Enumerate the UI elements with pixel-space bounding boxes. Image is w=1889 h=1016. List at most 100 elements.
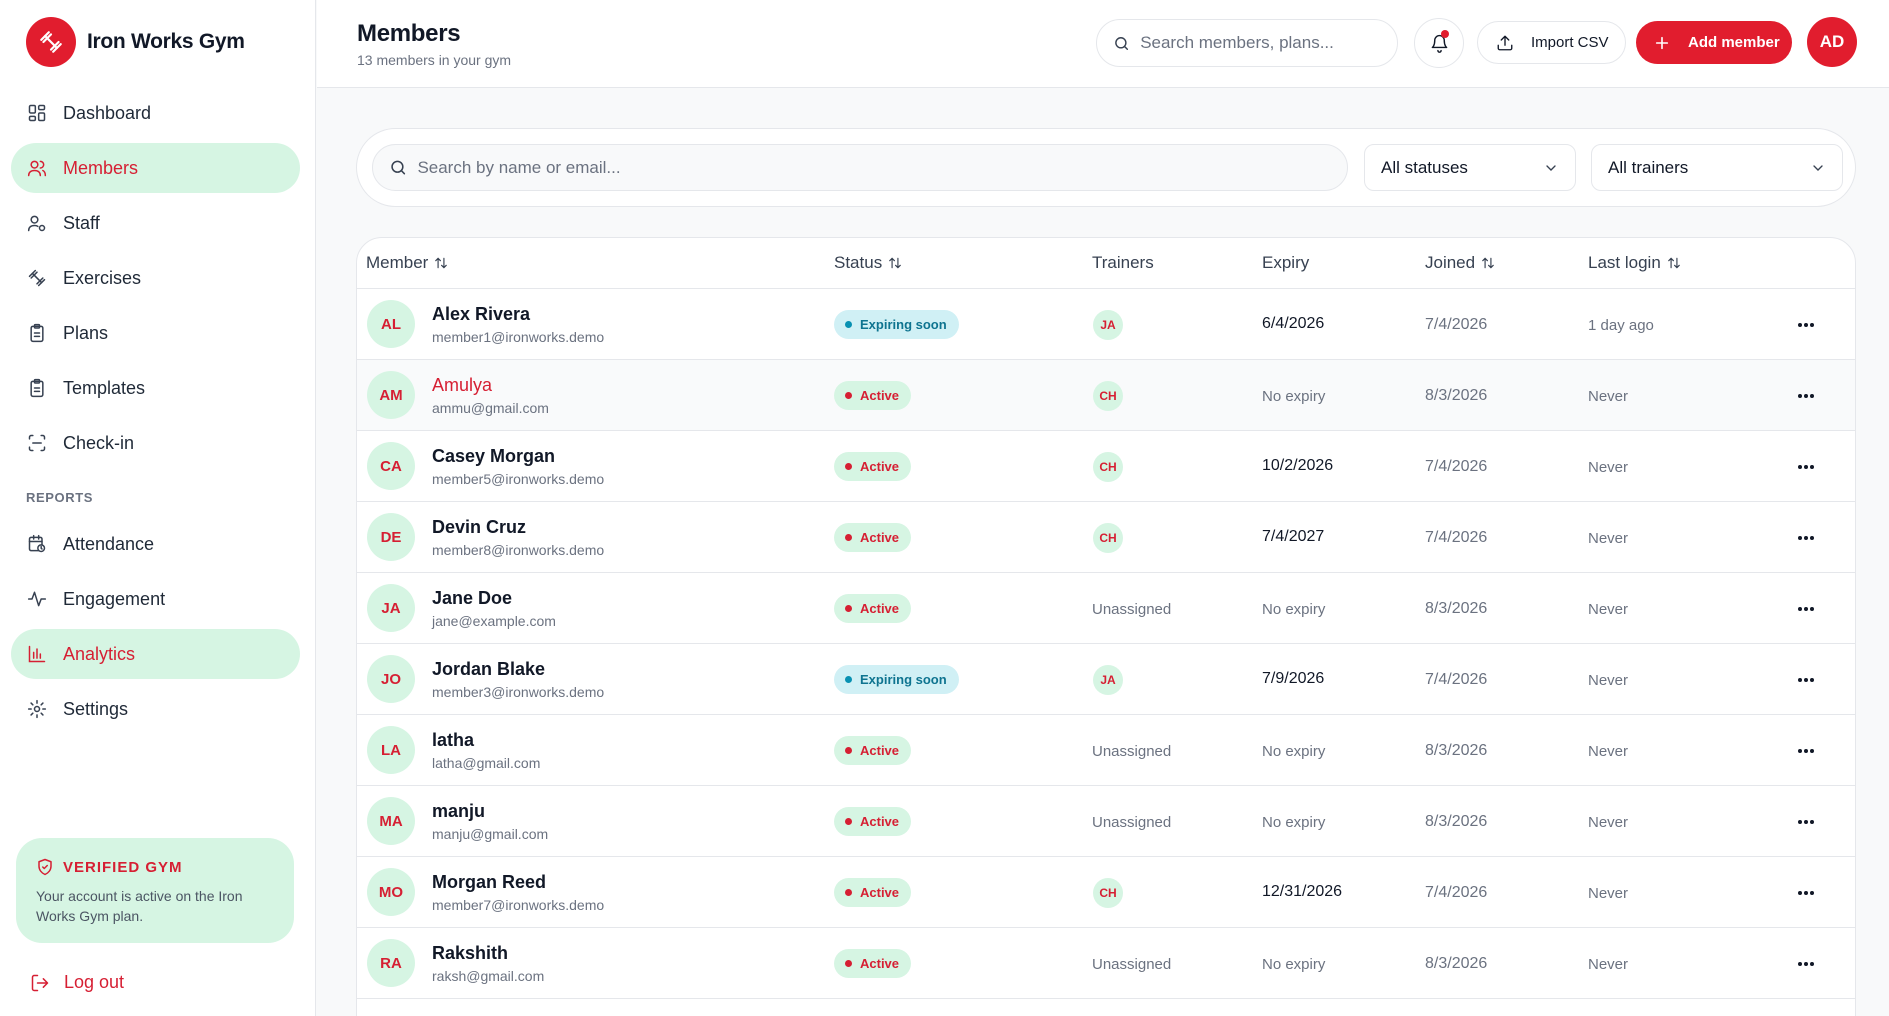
column-header-joined[interactable]: Joined — [1425, 253, 1495, 273]
trainer-avatar[interactable]: CH — [1093, 381, 1123, 411]
trainer-avatar[interactable]: JA — [1093, 310, 1123, 340]
member-search-input[interactable] — [417, 157, 1347, 178]
row-actions-button[interactable] — [1792, 382, 1820, 410]
page-title: Members — [357, 20, 461, 47]
member-name[interactable]: latha — [432, 730, 475, 750]
expiry-date: 12/31/2026 — [1262, 883, 1343, 900]
users-icon — [26, 157, 48, 179]
member-avatar: LA — [367, 726, 415, 774]
dumbbell-icon — [26, 17, 76, 67]
member-name[interactable]: Devin Cruz — [432, 517, 527, 537]
reports-section-label: REPORTS — [26, 490, 94, 505]
sidebar: Iron Works Gym Dashboard Members Staff E… — [0, 0, 316, 1016]
members-table: Member Status Trainers Expiry Joined Las… — [356, 237, 1856, 1016]
member-name[interactable]: Morgan Reed — [432, 872, 547, 892]
global-search-input[interactable] — [1140, 33, 1397, 53]
table-row[interactable]: AL Alex Rivera member1@ironworks.demo Expir… — [357, 289, 1855, 360]
table-row[interactable]: MA manju manju@gmail.com Active Unassigned No… — [357, 786, 1855, 857]
sidebar-item-label: Engagement — [63, 588, 166, 609]
status-dot — [845, 818, 852, 825]
sidebar-item-staff[interactable]: Staff — [11, 198, 300, 248]
member-name[interactable]: Casey Morgan — [432, 446, 556, 466]
trainer-filter-select[interactable]: All trainers — [1591, 144, 1843, 191]
member-name[interactable]: Rakshith — [432, 943, 509, 963]
sidebar-item-plans[interactable]: Plans — [11, 308, 300, 358]
trainer-avatar[interactable]: CH — [1093, 878, 1123, 908]
row-actions-button[interactable] — [1792, 950, 1820, 978]
row-actions-button[interactable] — [1792, 737, 1820, 765]
last-login: 1 day ago — [1588, 317, 1654, 334]
member-avatar: JO — [367, 655, 415, 703]
row-actions-button[interactable] — [1792, 524, 1820, 552]
more-options-icon — [1798, 749, 1814, 753]
status-dot — [845, 605, 852, 612]
sidebar-item-label: Check-in — [63, 432, 135, 453]
status-badge: Active — [834, 381, 912, 410]
member-name[interactable]: manju — [432, 801, 486, 821]
table-row[interactable]: MO Morgan Reed member7@ironworks.demo Activ… — [357, 857, 1855, 928]
trainer-avatar[interactable]: JA — [1093, 665, 1123, 695]
sidebar-item-label: Exercises — [63, 267, 142, 288]
table-row[interactable]: DE Devin Cruz member8@ironworks.demo Active… — [357, 502, 1855, 573]
row-actions-button[interactable] — [1792, 808, 1820, 836]
last-login: Never — [1588, 530, 1629, 547]
sidebar-item-check-in[interactable]: Check-in — [11, 418, 300, 468]
joined-date: 7/4/2026 — [1425, 671, 1488, 688]
import-csv-button[interactable]: Import CSV — [1477, 21, 1626, 64]
column-header-last-login[interactable]: Last login — [1588, 253, 1681, 273]
sidebar-item-templates[interactable]: Templates — [11, 363, 300, 413]
sidebar-item-engagement[interactable]: Engagement — [11, 574, 300, 624]
row-actions-button[interactable] — [1792, 453, 1820, 481]
more-options-icon — [1798, 678, 1814, 682]
sidebar-item-exercises[interactable]: Exercises — [11, 253, 300, 303]
scan-icon — [26, 432, 48, 454]
trainer-avatar[interactable]: CH — [1093, 452, 1123, 482]
member-name[interactable]: Jane Doe — [432, 588, 513, 608]
row-actions-button[interactable] — [1792, 666, 1820, 694]
more-options-icon — [1798, 394, 1814, 398]
global-search[interactable] — [1096, 19, 1398, 67]
last-login: Never — [1588, 743, 1629, 760]
sidebar-item-analytics[interactable]: Analytics — [11, 629, 300, 679]
status-filter-select[interactable]: All statuses — [1364, 144, 1576, 191]
table-row[interactable]: CA Casey Morgan member5@ironworks.demo Acti… — [357, 431, 1855, 502]
member-avatar: JA — [367, 584, 415, 632]
column-header-status[interactable]: Status — [834, 253, 902, 273]
add-member-button[interactable]: Add member — [1636, 21, 1792, 64]
member-email: member5@ironworks.demo — [432, 471, 605, 487]
sidebar-item-members[interactable]: Members — [11, 143, 300, 193]
logout-label: Log out — [64, 972, 125, 992]
trainer-avatar[interactable]: CH — [1093, 523, 1123, 553]
plus-icon — [1655, 36, 1669, 49]
row-actions-button[interactable] — [1792, 595, 1820, 623]
last-login: Never — [1588, 885, 1629, 902]
row-actions-button[interactable] — [1792, 879, 1820, 907]
more-options-icon — [1798, 962, 1814, 966]
table-row[interactable]: RA Rakshith raksh@gmail.com Active Unassigne… — [357, 928, 1855, 999]
verified-text: Your account is active on the Iron Works… — [36, 888, 243, 924]
more-options-icon — [1798, 607, 1814, 611]
row-actions-button[interactable] — [1792, 311, 1820, 339]
logout-button[interactable]: Log out — [30, 972, 124, 993]
sidebar-item-attendance[interactable]: Attendance — [11, 519, 300, 569]
member-name[interactable]: Alex Rivera — [432, 304, 531, 324]
table-row[interactable]: AM Amulya ammu@gmail.com Active CH No expiry 8… — [357, 360, 1855, 431]
user-avatar[interactable]: AD — [1807, 17, 1857, 67]
member-search[interactable] — [372, 144, 1348, 191]
member-name[interactable]: Jordan Blake — [432, 659, 546, 679]
member-name[interactable]: Amulya — [432, 375, 493, 395]
table-row[interactable]: JA Jane Doe jane@example.com Active Unassign… — [357, 573, 1855, 644]
column-header-member[interactable]: Member — [366, 253, 448, 273]
notifications-button[interactable] — [1414, 18, 1464, 68]
member-avatar: CA — [367, 442, 415, 490]
joined-date: 7/4/2026 — [1425, 884, 1488, 901]
sidebar-item-dashboard[interactable]: Dashboard — [11, 88, 300, 138]
member-avatar: MA — [367, 797, 415, 845]
last-login: Never — [1588, 814, 1629, 831]
member-email: member1@ironworks.demo — [432, 329, 605, 345]
sidebar-item-settings[interactable]: Settings — [11, 684, 300, 734]
brand[interactable]: Iron Works Gym — [26, 17, 245, 67]
table-row[interactable]: LA latha latha@gmail.com Active Unassigned No… — [357, 715, 1855, 786]
dumbbell-icon — [26, 267, 48, 289]
table-row[interactable]: JO Jordan Blake member3@ironworks.demo Expi… — [357, 644, 1855, 715]
